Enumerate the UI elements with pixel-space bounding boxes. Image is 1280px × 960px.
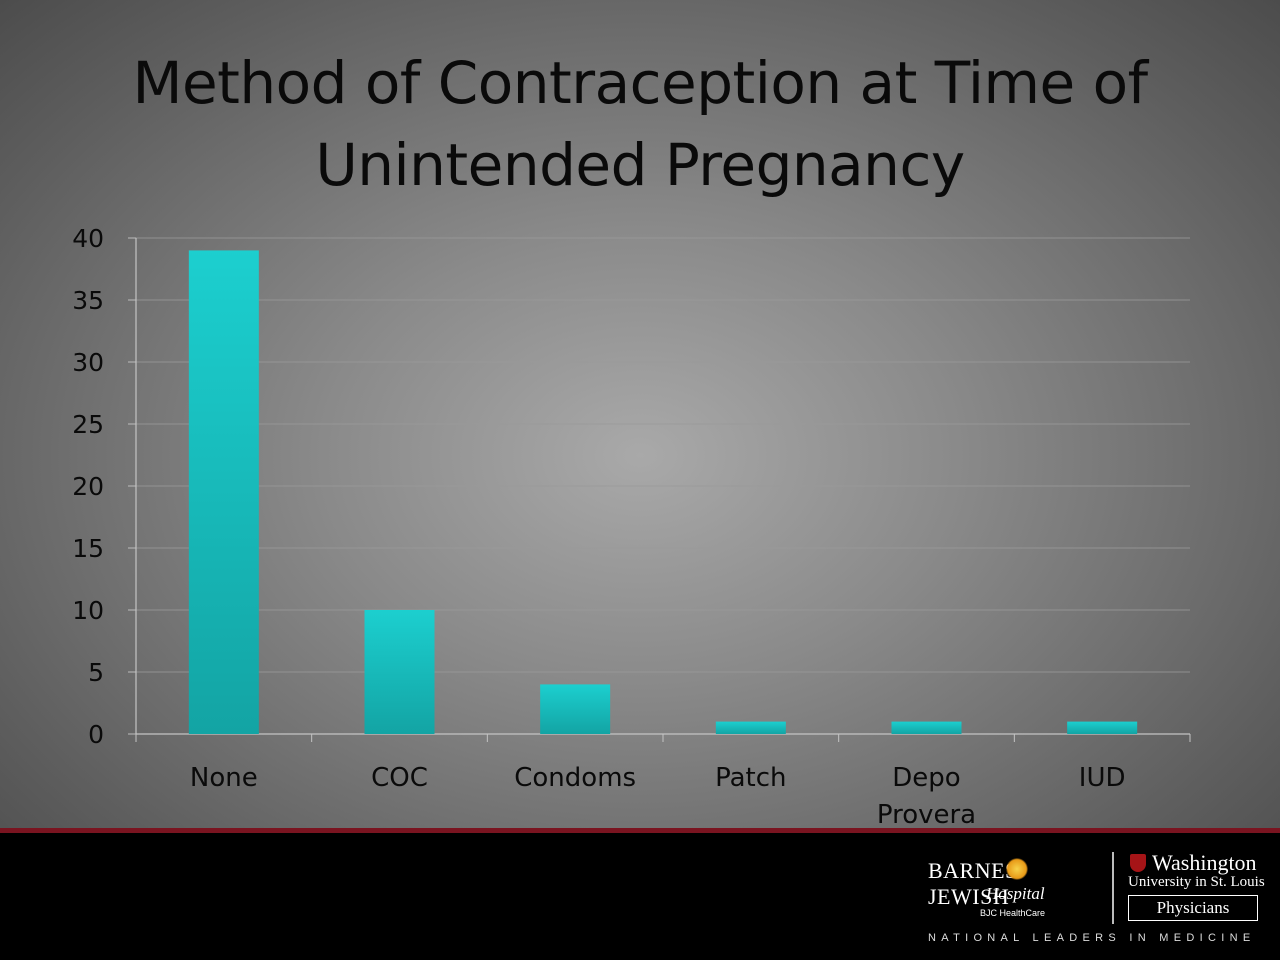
y-tick-label: 40 [72,224,104,253]
bar-iud [1067,721,1138,734]
y-tick-label: 20 [72,472,104,501]
chart-title: Method of Contraception at Time of Unint… [0,42,1280,206]
sun-icon [1006,858,1028,880]
x-tick-label: Provera [877,800,976,828]
x-tick-label: IUD [1079,763,1126,793]
wu-name: Washington [1152,850,1257,875]
bar-none [188,250,259,734]
bjc-healthcare: BJC HealthCare [980,908,1046,918]
bar-coc [364,610,435,734]
footer-accent-line [0,828,1280,833]
y-tick-label: 0 [88,720,104,749]
washington-university-logo: Washington University in St. Louis Physi… [1128,850,1268,924]
bar-condoms [540,684,611,734]
slide-background: Method of Contraception at Time of Unint… [0,0,1280,828]
y-tick-label: 15 [72,534,104,563]
y-tick-label: 35 [72,286,104,315]
chart-title-line-2: Unintended Pregnancy [315,131,965,199]
wu-university: University in St. Louis [1128,874,1265,890]
x-tick-label: Condoms [514,763,636,793]
chart-title-line-1: Method of Contraception at Time of [132,49,1148,117]
y-tick-label: 25 [72,410,104,439]
footer-tagline: NATIONAL LEADERS IN MEDICINE [928,932,1256,944]
y-tick-label: 30 [72,348,104,377]
wu-physicians: Physicians [1128,895,1258,921]
x-tick-label: Patch [715,763,786,793]
bjh-name: BARNES JEWISH [928,858,1018,909]
barnes-jewish-logo: BARNES JEWISH Hospital BJC HealthCare [928,858,1098,928]
y-tick-label: 10 [72,596,104,625]
x-tick-label: None [190,763,258,793]
footer-bar [0,833,1280,960]
logo-divider [1112,852,1114,924]
shield-icon [1130,854,1146,872]
bar-patch [715,721,786,734]
x-tick-label: COC [371,763,428,793]
x-tick-label: Depo [892,763,960,793]
bar-depo-provera [891,721,962,734]
bar-chart: 0 5 10 15 20 25 30 35 40 None COC Condoms Patch Depo P… [72,224,1191,828]
bjh-hospital: Hospital [986,884,1045,903]
y-tick-label: 5 [88,658,104,687]
